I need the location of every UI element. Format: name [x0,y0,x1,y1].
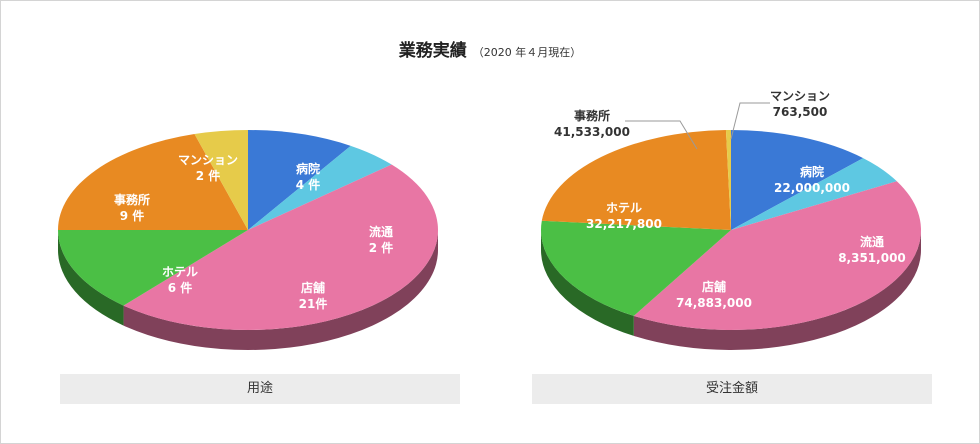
pie-slice-store [633,181,922,331]
slice-value: 22,000,000 [774,181,850,195]
slice-category: マンション [178,153,238,167]
slice-label-distribution: 流通 2 件 [369,224,394,255]
slice-value: 6 件 [168,280,193,295]
slice-category: 病院 [296,161,320,176]
slice-value: 763,500 [773,105,828,119]
pie-slice-mansion [725,130,731,230]
slice-category: マンション [770,89,830,103]
pie-slice-hospital [731,130,864,230]
slice-category: 事務所 [114,192,150,207]
slice-label-hospital: 病院 22,000,000 [774,164,850,195]
pie-slice-office [541,130,731,230]
slice-value: 21件 [299,296,328,311]
slice-label-store: 店舗 21件 [299,280,328,311]
pie-slice-mansion [194,130,248,230]
slice-value: 41,533,000 [554,125,630,139]
slice-value: 32,217,800 [586,217,662,231]
pie-slice-hospital [248,130,351,230]
page-title: 業務実績 [398,41,467,61]
page-subtitle: （2020 年４月現在） [472,46,582,59]
pie-chart-2: 病院 22,000,000 流通 8,351,000 店舗 74,883,000 ホテル 32… [541,89,922,350]
slice-label-hotel: ホテル 32,217,800 [586,201,662,231]
pie-slice-hotel [541,220,731,316]
slice-category: 店舗 [301,280,325,295]
pie-slice-distribution [248,145,392,230]
callout-line-office [625,120,698,150]
slice-category: 店舗 [702,279,726,294]
slice-category: 流通 [860,234,884,249]
pie-side-store [123,230,438,350]
slice-value: 8,351,000 [838,251,906,265]
slice-category: 流通 [369,224,393,239]
caption-usage: 用途 [60,374,460,404]
slice-label-hospital: 病院 4 件 [296,161,321,192]
slice-value: 2 件 [196,168,221,183]
slice-label-mansion: マンション 2 件 [178,153,238,183]
pie-side-hotel [58,230,124,326]
slice-label-mansion: マンション 763,500 [770,89,830,119]
pie-slice-office [58,134,248,230]
slice-value: 4 件 [296,177,321,192]
slice-category: 事務所 [574,108,610,123]
slice-label-distribution: 流通 8,351,000 [838,234,906,265]
slice-label-office: 事務所 41,533,000 [554,108,630,139]
pie-side-hotel [541,230,634,336]
slice-label-store: 店舗 74,883,000 [676,279,752,310]
title-row: 業務実績 （2020 年４月現在） [0,36,980,61]
slice-label-hotel: ホテル 6 件 [162,265,198,295]
pie-slice-hotel [58,230,248,306]
slice-category: ホテル [162,265,198,279]
slice-value: 2 件 [369,240,394,255]
pie-slice-store [123,164,438,330]
callout-line-mansion [730,102,770,140]
slice-category: ホテル [606,201,642,215]
slice-category: 病院 [800,164,824,179]
slice-value: 74,883,000 [676,296,752,310]
slice-label-office: 事務所 9 件 [114,192,150,223]
pie-side-store [633,230,921,350]
caption-order-amount: 受注金額 [532,374,932,404]
pie-slice-distribution [731,158,897,230]
slice-value: 9 件 [120,208,145,223]
